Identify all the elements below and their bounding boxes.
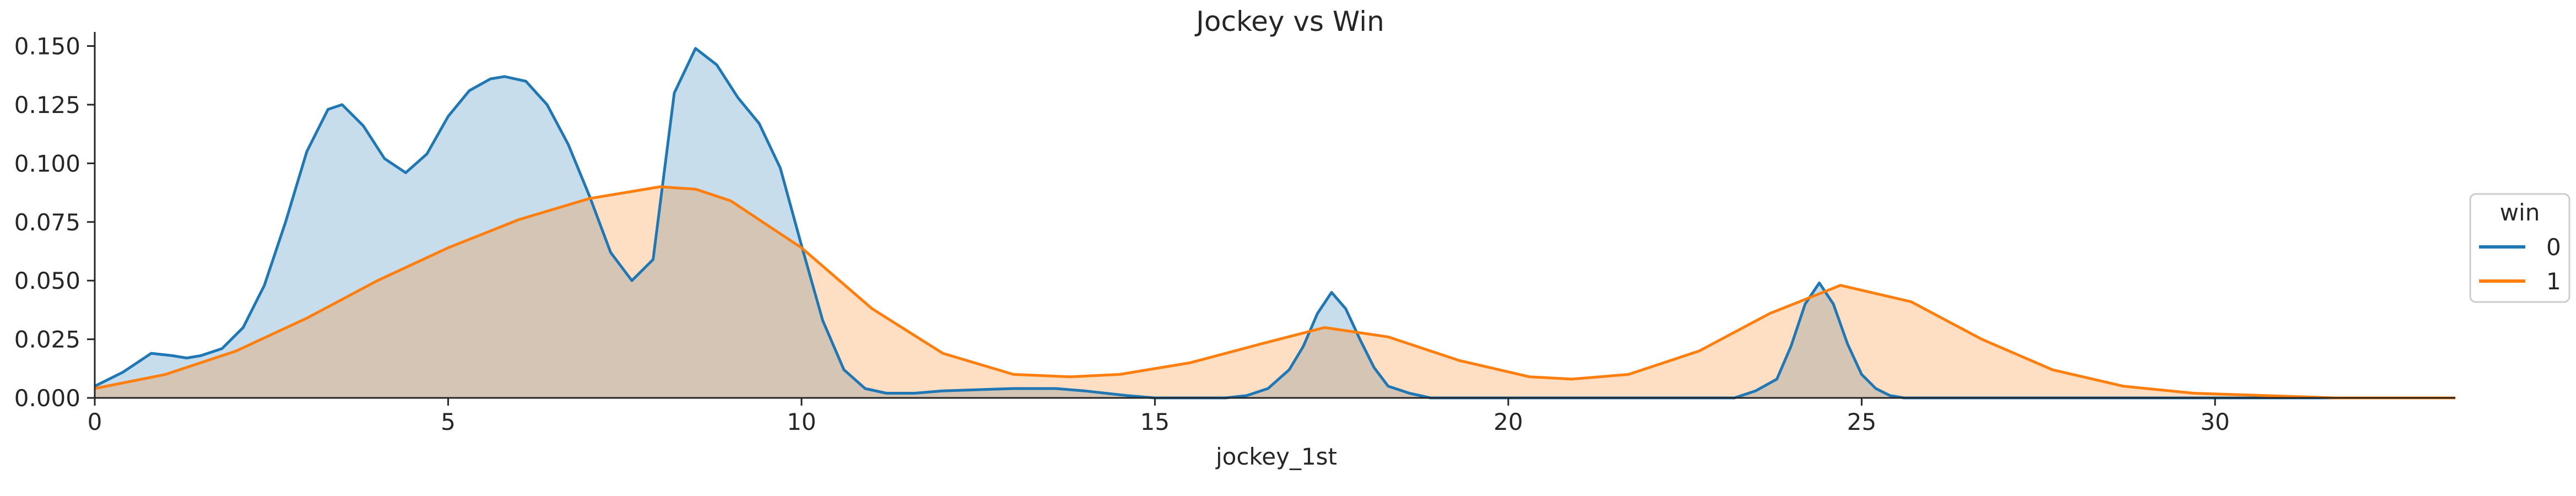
x-tick-label: 10 — [787, 408, 816, 435]
y-tick-label: 0.150 — [14, 33, 80, 60]
x-tick-label: 30 — [2200, 408, 2229, 435]
legend-label-1: 1 — [2546, 268, 2561, 295]
x-tick-label: 25 — [1847, 408, 1876, 435]
chart-title: Jockey vs Win — [1194, 6, 1384, 37]
legend-label-0: 0 — [2546, 234, 2561, 261]
series-0-area — [95, 48, 2455, 398]
series-0-line — [94, 47, 2455, 400]
y-tick-label: 0.100 — [14, 150, 80, 177]
y-ticks: 0.000 0.025 0.050 0.075 0.100 0.125 0.150 — [14, 33, 95, 412]
x-tick-label: 15 — [1140, 408, 1170, 435]
series-1-area — [95, 186, 2455, 398]
x-axis-label: jockey_1st — [1215, 443, 1337, 470]
series-1-line — [94, 185, 2455, 400]
y-tick-label: 0.025 — [14, 326, 80, 353]
x-tick-label: 0 — [88, 408, 102, 435]
x-tick-label: 20 — [1493, 408, 1523, 435]
y-tick-label: 0.000 — [14, 385, 80, 412]
y-tick-label: 0.075 — [14, 209, 80, 236]
y-tick-label: 0.050 — [14, 267, 80, 294]
y-tick-label: 0.125 — [14, 91, 80, 118]
axes: 0 5 10 15 20 25 30 0.0000.0250.0500.0750.1000.… — [14, 32, 2455, 435]
legend: win 01 — [2469, 193, 2570, 303]
legend-title: win — [2500, 199, 2540, 226]
legend-entries: 01 — [2479, 234, 2561, 295]
x-tick-label: 5 — [441, 408, 456, 435]
x-ticks: 0 5 10 15 20 25 30 — [88, 398, 2230, 435]
plot-area — [94, 47, 2455, 400]
